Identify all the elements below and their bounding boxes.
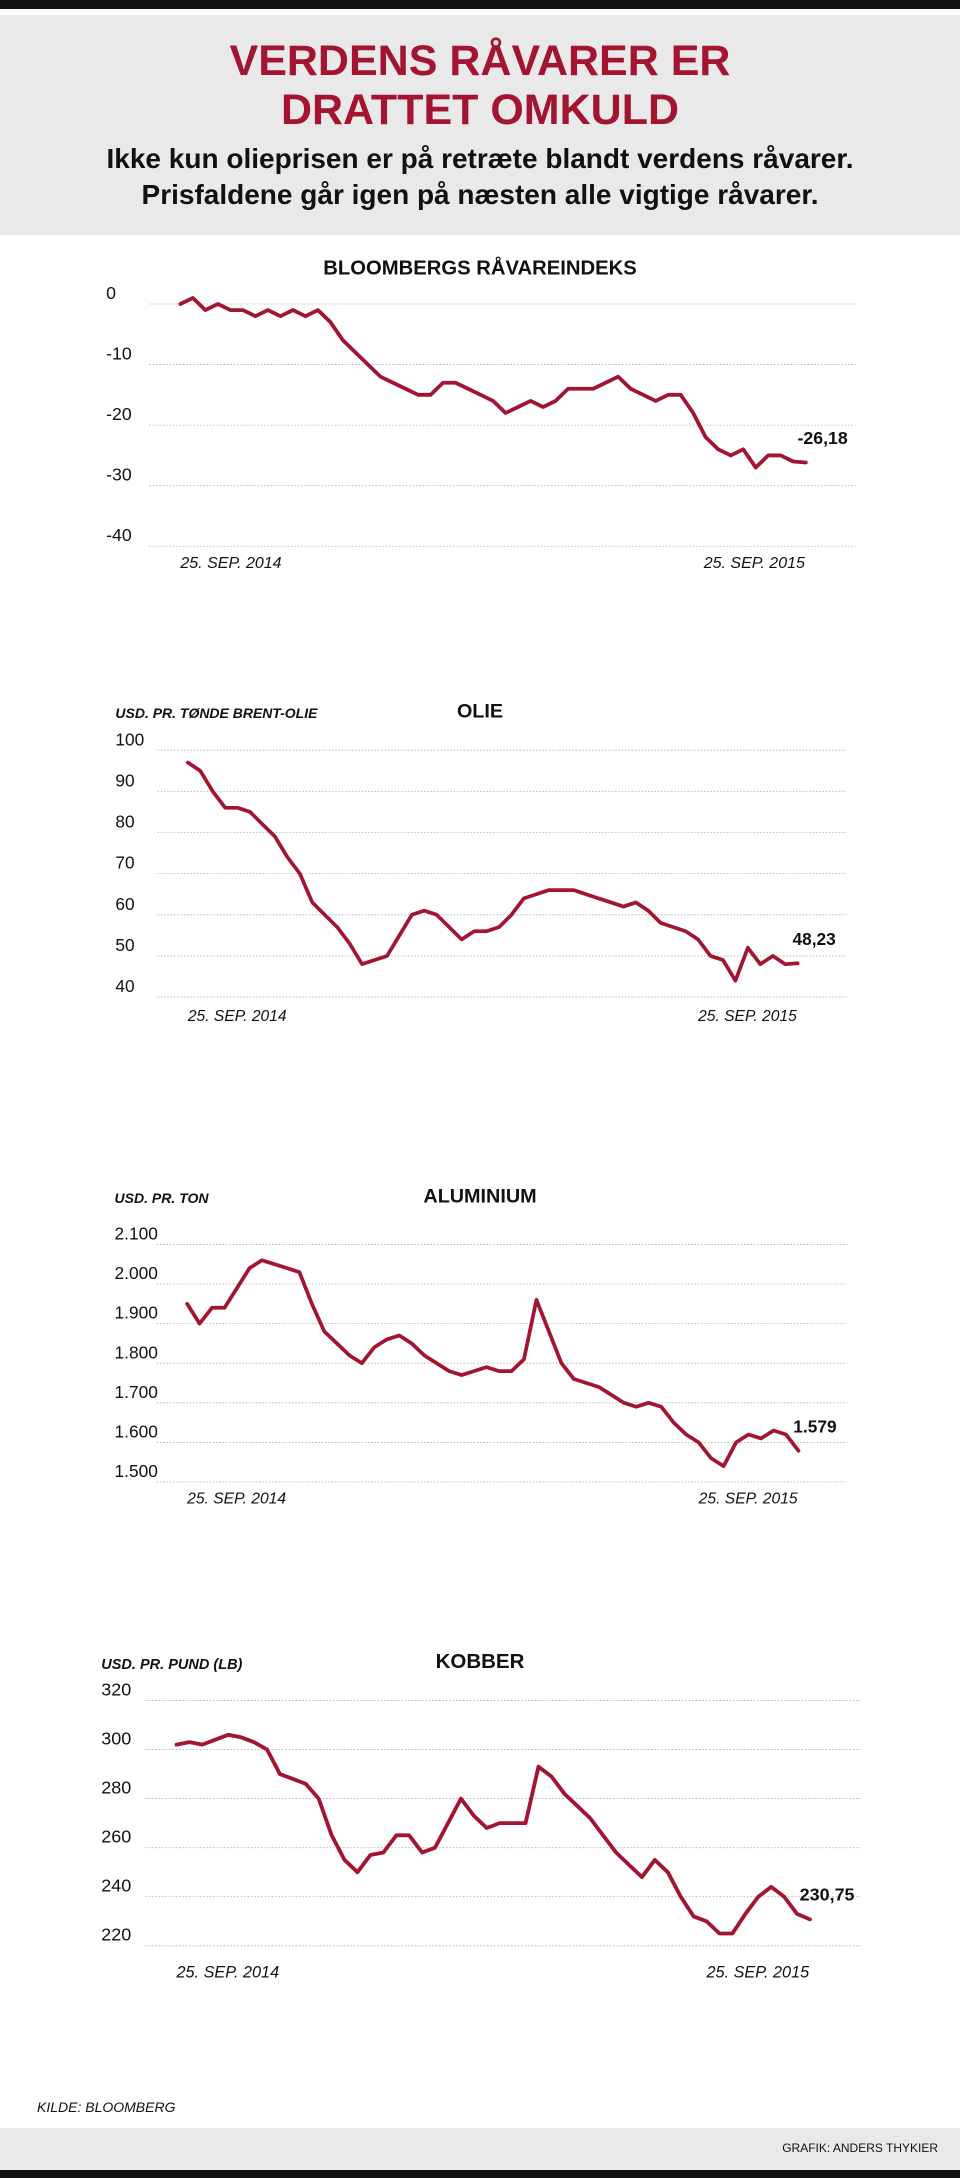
chart-title: ALUMINIUM	[423, 1185, 536, 1207]
y-tick-label: -30	[106, 465, 132, 485]
chart-svg: KOBBER USD. PR. PUND (LB) 320 300 280 260 240 2…	[101, 1650, 861, 1981]
y-tick-label: 80	[115, 812, 134, 832]
last-value-label: 48,23	[793, 929, 836, 949]
y-tick-label: 240	[101, 1876, 131, 1896]
y-tick-label: 1.600	[115, 1421, 158, 1441]
y-axis-unit-label: USD. PR. TØNDE BRENT-OLIE	[115, 705, 318, 721]
top-rule	[0, 0, 960, 9]
chart-title: BLOOMBERGS RÅVAREINDEKS	[323, 255, 637, 279]
x-tick-label: 25. SEP. 2015	[698, 1490, 798, 1507]
x-tick-label: 25. SEP. 2015	[703, 554, 805, 572]
y-tick-label: 100	[115, 729, 144, 749]
panel-copper: KOBBER USD. PR. PUND (LB) 320 300 280 260 240 2…	[0, 1650, 960, 2036]
series-line	[178, 296, 808, 470]
y-tick-label: 1.700	[115, 1382, 158, 1402]
y-tick-label: 2.100	[115, 1223, 158, 1243]
graphic-credit: GRAFIK: ANDERS THYKIER	[782, 2141, 938, 2155]
panel-oil: OLIE USD. PR. TØNDE BRENT-OLIE 100 90 80 70 60…	[0, 700, 960, 1101]
x-tick-label: 25. SEP. 2014	[187, 1008, 287, 1025]
y-tick-label: 0	[106, 283, 116, 303]
x-tick-label: 25. SEP. 2015	[697, 1008, 797, 1025]
y-tick-label: 40	[115, 976, 134, 996]
y-tick-label: 1.500	[115, 1461, 158, 1481]
series-line	[186, 760, 800, 983]
chart-svg: BLOOMBERGS RÅVAREINDEKS 0 -10 -20 -30 -40 25. …	[106, 255, 856, 572]
chart-title: KOBBER	[436, 1650, 525, 1673]
last-value-label: -26,18	[798, 428, 848, 448]
y-tick-label: 50	[115, 935, 134, 955]
subtitle-line2: Prisfaldene går igen på næsten alle vigt…	[141, 179, 819, 210]
y-tick-label: 60	[115, 894, 134, 914]
chart-svg: OLIE USD. PR. TØNDE BRENT-OLIE 100 90 80 70 60…	[115, 700, 847, 1025]
x-tick-label: 25. SEP. 2014	[179, 554, 281, 572]
y-tick-label: 1.800	[115, 1342, 158, 1362]
y-tick-label: 90	[115, 770, 134, 790]
y-tick-label: -40	[106, 525, 132, 545]
source-note: KILDE: BLOOMBERG	[37, 2099, 176, 2115]
bottom-rule	[0, 2170, 960, 2178]
y-tick-label: 1.900	[115, 1303, 158, 1323]
page-title-line2: DRATTET OMKULD	[280, 86, 680, 134]
y-tick-label: 260	[101, 1827, 131, 1847]
x-tick-label: 25. SEP. 2015	[706, 1963, 811, 1981]
x-tick-label: 25. SEP. 2014	[176, 1963, 280, 1981]
last-value-label: 230,75	[800, 1885, 855, 1905]
footer-band	[0, 2128, 960, 2178]
chart-svg: ALUMINIUM USD. PR. TON 2.100 2.000 1.900 1.80…	[115, 1185, 848, 1507]
y-axis-unit-label: USD. PR. TON	[115, 1190, 210, 1206]
panel-commodity-index: BLOOMBERGS RÅVAREINDEKS 0 -10 -20 -30 -40 25. …	[0, 250, 960, 641]
series-line	[174, 1732, 812, 1936]
panel-aluminium: ALUMINIUM USD. PR. TON 2.100 2.000 1.900 1.80…	[0, 1185, 960, 1585]
y-tick-label: 70	[115, 853, 134, 873]
y-tick-label: -10	[106, 344, 132, 364]
last-value-label: 1.579	[793, 1417, 836, 1437]
chart-title: OLIE	[457, 700, 503, 722]
y-tick-label: 220	[101, 1925, 131, 1945]
y-tick-label: 280	[101, 1777, 131, 1797]
page-title-line1: VERDENS RÅVARER ER	[229, 37, 731, 85]
series-line	[185, 1258, 801, 1469]
x-tick-label: 25. SEP. 2014	[186, 1490, 286, 1507]
y-tick-label: 320	[101, 1679, 131, 1699]
subtitle-line1: Ikke kun olieprisen er på retræte blandt…	[106, 143, 854, 174]
y-tick-label: 2.000	[115, 1263, 158, 1283]
header: VERDENS RÅVARER ER DRATTET OMKULD Ikke k…	[0, 15, 960, 235]
y-tick-label: 300	[101, 1728, 131, 1748]
y-tick-label: -20	[106, 404, 132, 424]
y-axis-unit-label: USD. PR. PUND (LB)	[101, 1657, 242, 1673]
